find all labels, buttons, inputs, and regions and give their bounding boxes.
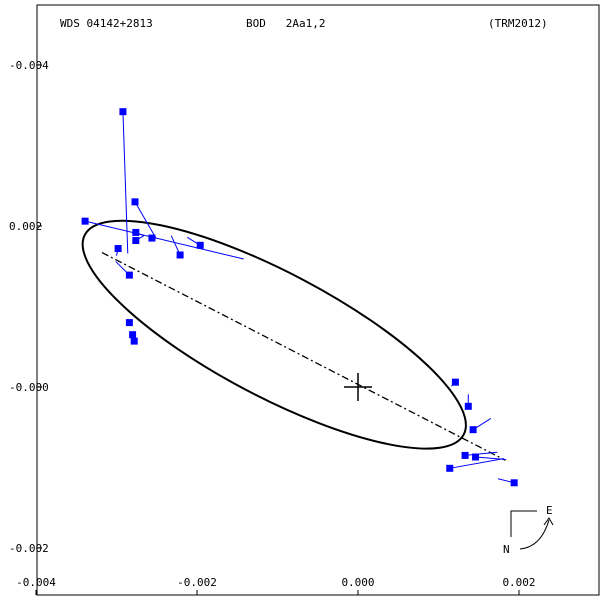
- residual-line: [84, 220, 244, 260]
- y-tick-label: 0.002: [9, 220, 42, 233]
- observation-point: [81, 217, 89, 225]
- compass: E N: [503, 504, 554, 556]
- residual-line: [134, 201, 157, 239]
- compass-arc: [519, 519, 550, 550]
- orbit-layer: [81, 219, 506, 461]
- compass-north-label: N: [503, 543, 510, 556]
- observation-point: [446, 464, 454, 472]
- header-right: (TRM2012): [488, 17, 548, 30]
- observation-point: [469, 426, 477, 434]
- observation-point: [461, 451, 469, 459]
- x-tick-label: -0.002: [177, 576, 217, 589]
- y-tick-label: -0.000: [9, 381, 49, 394]
- observation-point: [119, 108, 127, 116]
- compass-arrowhead: [543, 517, 554, 526]
- header-center: BOD 2Aa1,2: [246, 17, 325, 30]
- observation-point: [125, 271, 133, 279]
- observation-point: [114, 245, 122, 253]
- x-tick-label: 0.000: [341, 576, 374, 589]
- observation-point: [451, 378, 459, 386]
- observation-point: [510, 479, 518, 487]
- observation-point: [472, 453, 480, 461]
- plot-frame: [36, 4, 600, 596]
- residual-line: [449, 458, 504, 469]
- x-tick-label: -0.004: [16, 576, 56, 589]
- observation-point: [125, 319, 133, 327]
- observation-point: [129, 331, 137, 339]
- y-tick-label: -0.002: [9, 542, 49, 555]
- observation-point: [196, 241, 204, 249]
- residual-line: [122, 111, 129, 254]
- observation-point: [176, 251, 184, 259]
- observation-point: [132, 236, 140, 244]
- x-tick-label: 0.002: [502, 576, 535, 589]
- observation-point: [464, 402, 472, 410]
- observation-point: [130, 337, 138, 345]
- observation-point: [132, 228, 140, 236]
- compass-axes: [510, 510, 537, 537]
- y-tick-label: -0.004: [9, 59, 49, 72]
- observation-point: [148, 234, 156, 242]
- axis-ticks: -0.004 -0.002 0.000 0.002 -0.004 0.002 -0.000 -…: [9, 59, 536, 595]
- observations-layer: [81, 108, 518, 487]
- observation-point: [131, 198, 139, 206]
- line-of-nodes: [101, 251, 506, 461]
- orbit-ellipse: [81, 219, 467, 450]
- residual-line: [465, 451, 498, 456]
- header-left: WDS 04142+2813: [60, 17, 153, 30]
- compass-east-label: E: [546, 504, 553, 517]
